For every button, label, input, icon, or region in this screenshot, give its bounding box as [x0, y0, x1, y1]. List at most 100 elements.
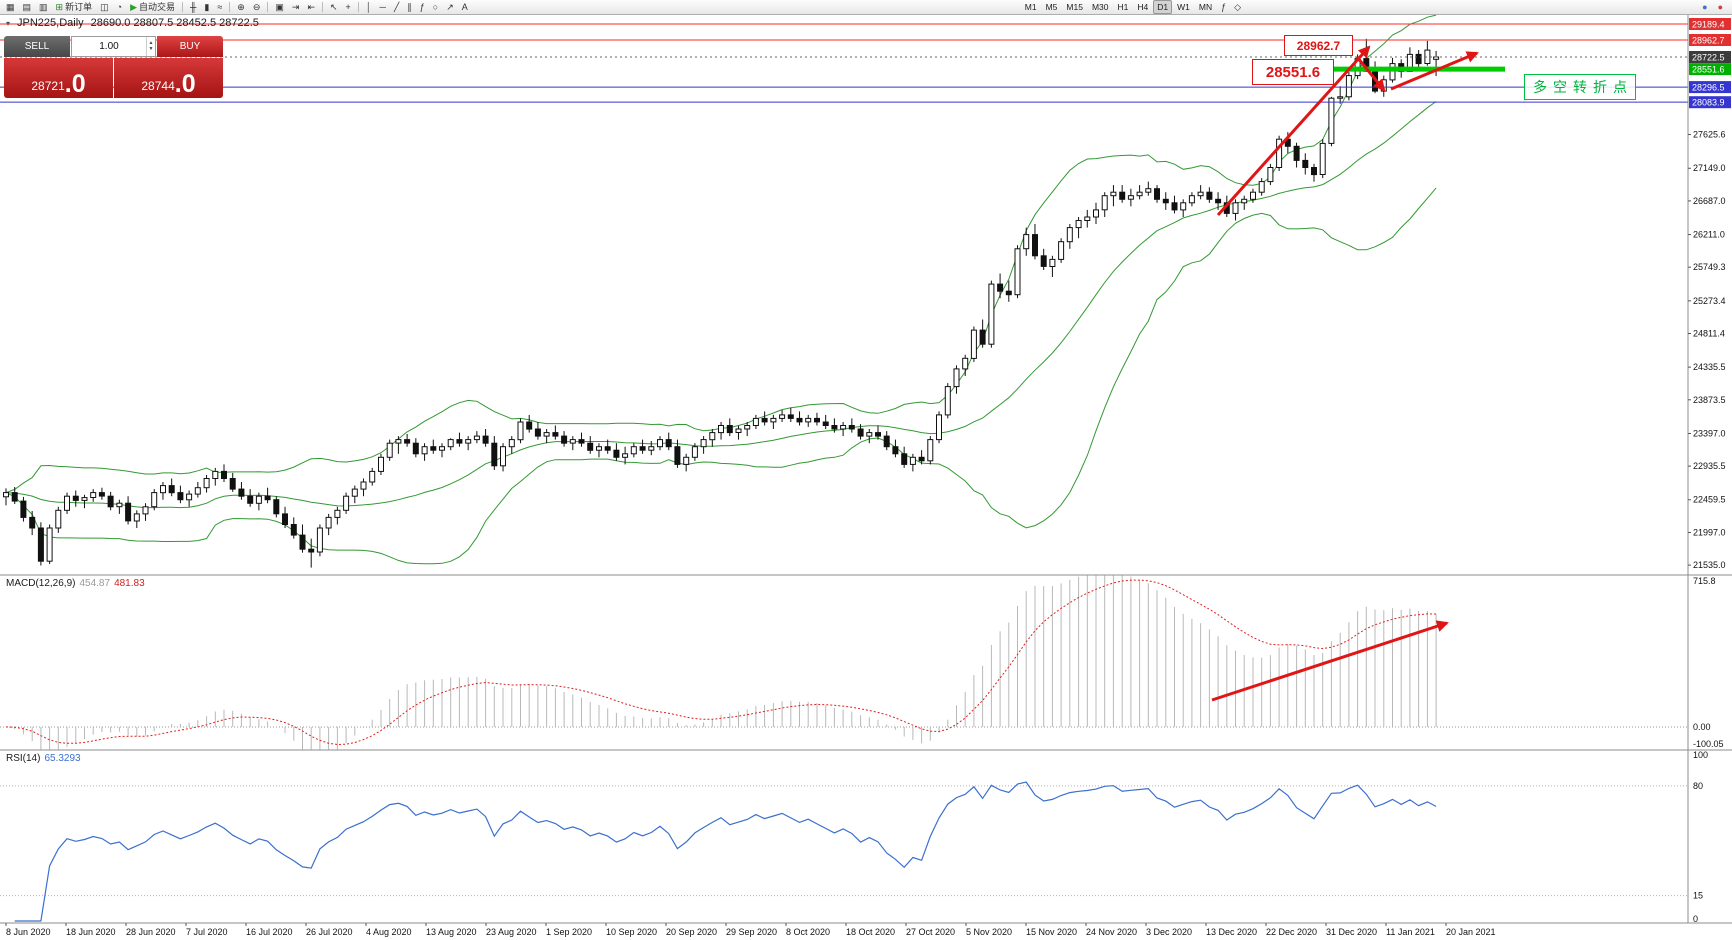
sell-price-button[interactable]: 28721 .0: [4, 58, 113, 98]
svg-text:715.8: 715.8: [1693, 576, 1716, 586]
svg-text:11 Jan 2021: 11 Jan 2021: [1386, 927, 1435, 937]
panel-separator-rsi[interactable]: [0, 748, 1688, 753]
templates-icon[interactable]: ◇: [1234, 1, 1242, 12]
chart-shift-icon[interactable]: ⇤: [307, 1, 315, 12]
chart-window-icon[interactable]: ◫: [100, 1, 109, 12]
bar-chart-type-icon[interactable]: ╫: [190, 1, 197, 12]
toolbar-separator: [182, 2, 183, 12]
svg-text:1 Sep 2020: 1 Sep 2020: [546, 927, 592, 937]
macd-value: 454.87: [79, 578, 111, 589]
one-click-trading-panel: SELL ▲ ▼ BUY 28721 .0 28744 .0: [4, 36, 223, 98]
timeframe-button-h1[interactable]: H1: [1117, 1, 1129, 12]
lot-size-input[interactable]: [72, 37, 146, 56]
svg-text:28551.6: 28551.6: [1692, 65, 1725, 75]
svg-text:29 Sep 2020: 29 Sep 2020: [726, 927, 777, 937]
svg-text:10 Sep 2020: 10 Sep 2020: [606, 927, 657, 937]
horizontal-line-icon[interactable]: ─: [379, 1, 386, 12]
svg-text:31 Dec 2020: 31 Dec 2020: [1326, 927, 1377, 937]
timeframe-button-m30[interactable]: M30: [1091, 1, 1109, 12]
crosshair-icon[interactable]: +: [345, 1, 351, 12]
indicators-icon[interactable]: ƒ: [1221, 1, 1227, 12]
toolbar-separator: [229, 2, 231, 12]
chart-symbol-title: JPN225,Daily: [17, 17, 84, 29]
turning-point-note[interactable]: 多空转折点: [1524, 74, 1636, 100]
svg-text:18 Oct 2020: 18 Oct 2020: [846, 927, 895, 937]
timeframe-button-h4[interactable]: H4: [1137, 1, 1149, 12]
community-icon[interactable]: ●: [1702, 1, 1708, 12]
svg-text:23397.0: 23397.0: [1693, 429, 1726, 439]
fibonacci-icon[interactable]: ƒ: [419, 1, 425, 12]
timeframe-button-d1[interactable]: D1: [1153, 0, 1173, 14]
svg-text:25749.3: 25749.3: [1693, 262, 1726, 272]
bid-price-small: 28721: [31, 79, 65, 93]
svg-text:3 Dec 2020: 3 Dec 2020: [1146, 927, 1192, 937]
svg-text:28296.5: 28296.5: [1692, 83, 1725, 93]
svg-text:5 Nov 2020: 5 Nov 2020: [966, 927, 1012, 937]
svg-text:28722.5: 28722.5: [1692, 53, 1725, 63]
market-watch-icon[interactable]: ▦: [6, 1, 15, 12]
arrows-tool-icon[interactable]: ↗: [446, 1, 454, 12]
lot-decrease-icon[interactable]: ▼: [148, 45, 154, 52]
terminal-icon[interactable]: ▥: [39, 1, 48, 12]
text-tool-icon[interactable]: A: [461, 1, 468, 12]
bid-price-big: .0: [64, 69, 86, 98]
rsi-value: 65.3293: [44, 753, 81, 764]
autotrading-button[interactable]: ▶ 自动交易: [130, 1, 175, 12]
svg-text:24335.5: 24335.5: [1693, 362, 1726, 372]
cursor-icon[interactable]: ↖: [330, 1, 338, 12]
svg-text:8 Oct 2020: 8 Oct 2020: [786, 927, 830, 937]
one-click-toggle-icon[interactable]: ▾: [6, 18, 11, 28]
toolbar-separator: [267, 2, 269, 12]
vertical-line-icon[interactable]: │: [365, 1, 372, 12]
timeframe-button-w1[interactable]: W1: [1177, 1, 1190, 12]
svg-text:26211.0: 26211.0: [1693, 230, 1725, 240]
auto-scroll-icon[interactable]: ⇥: [291, 1, 300, 12]
line-chart-type-icon[interactable]: ≈: [217, 1, 223, 12]
svg-text:-100.05: -100.05: [1693, 739, 1724, 749]
timeframe-button-m5[interactable]: M5: [1045, 1, 1058, 12]
svg-text:29189.4: 29189.4: [1692, 20, 1725, 30]
price-scale[interactable]: [1688, 15, 1732, 923]
chart-title: ▾ JPN225,Daily 28690.0 28807.5 28452.5 2…: [6, 17, 259, 29]
tile-windows-icon[interactable]: ▣: [275, 1, 284, 12]
support-price-label[interactable]: 28551.6: [1252, 59, 1334, 85]
navigator-icon[interactable]: ▤: [22, 1, 32, 12]
svg-text:22935.5: 22935.5: [1693, 461, 1726, 471]
svg-text:4 Aug 2020: 4 Aug 2020: [366, 927, 412, 937]
time-scale[interactable]: [0, 923, 1688, 940]
resistance-price-label[interactable]: 28962.7: [1284, 35, 1353, 56]
buy-price-button[interactable]: 28744 .0: [114, 58, 223, 98]
svg-text:23873.5: 23873.5: [1693, 395, 1726, 405]
record-icon[interactable]: ●: [1717, 1, 1723, 12]
svg-text:13 Dec 2020: 13 Dec 2020: [1206, 927, 1257, 937]
svg-text:28083.9: 28083.9: [1692, 98, 1725, 108]
shapes-icon[interactable]: ○: [432, 1, 439, 12]
zoom-out-icon[interactable]: ⊖: [252, 1, 261, 12]
ask-price-big: .0: [174, 69, 196, 98]
channel-icon[interactable]: ∥: [407, 1, 412, 12]
svg-text:28 Jun 2020: 28 Jun 2020: [126, 927, 176, 937]
trendline-icon[interactable]: ╱: [393, 1, 400, 12]
macd-indicator-label: MACD(12,26,9) 454.87 481.83: [6, 578, 145, 589]
svg-text:25273.4: 25273.4: [1693, 296, 1726, 306]
timeframe-button-m1[interactable]: M1: [1024, 1, 1037, 12]
svg-text:20 Jan 2021: 20 Jan 2021: [1446, 927, 1496, 937]
timeframe-button-mn[interactable]: MN: [1198, 1, 1213, 12]
timeframe-button-m15[interactable]: M15: [1066, 1, 1083, 12]
candlestick-type-icon[interactable]: ▮: [204, 1, 210, 12]
rsi-name: RSI(14): [6, 753, 41, 764]
zoom-in-icon[interactable]: ⊕: [237, 1, 245, 12]
svg-text:27 Oct 2020: 27 Oct 2020: [906, 927, 955, 937]
buy-button[interactable]: BUY: [157, 36, 223, 57]
new-order-button[interactable]: ⊞ 新订单: [55, 1, 93, 12]
ask-price-small: 28744: [141, 79, 175, 93]
toolbar-separator: [357, 2, 359, 12]
sell-button[interactable]: SELL: [4, 36, 70, 57]
lot-increase-icon[interactable]: ▲: [148, 40, 154, 46]
svg-text:21997.0: 21997.0: [1693, 527, 1726, 537]
svg-text:15 Nov 2020: 15 Nov 2020: [1026, 927, 1077, 937]
panel-separator-macd[interactable]: [0, 573, 1688, 578]
alerts-icon[interactable]: ◔: [116, 1, 123, 12]
